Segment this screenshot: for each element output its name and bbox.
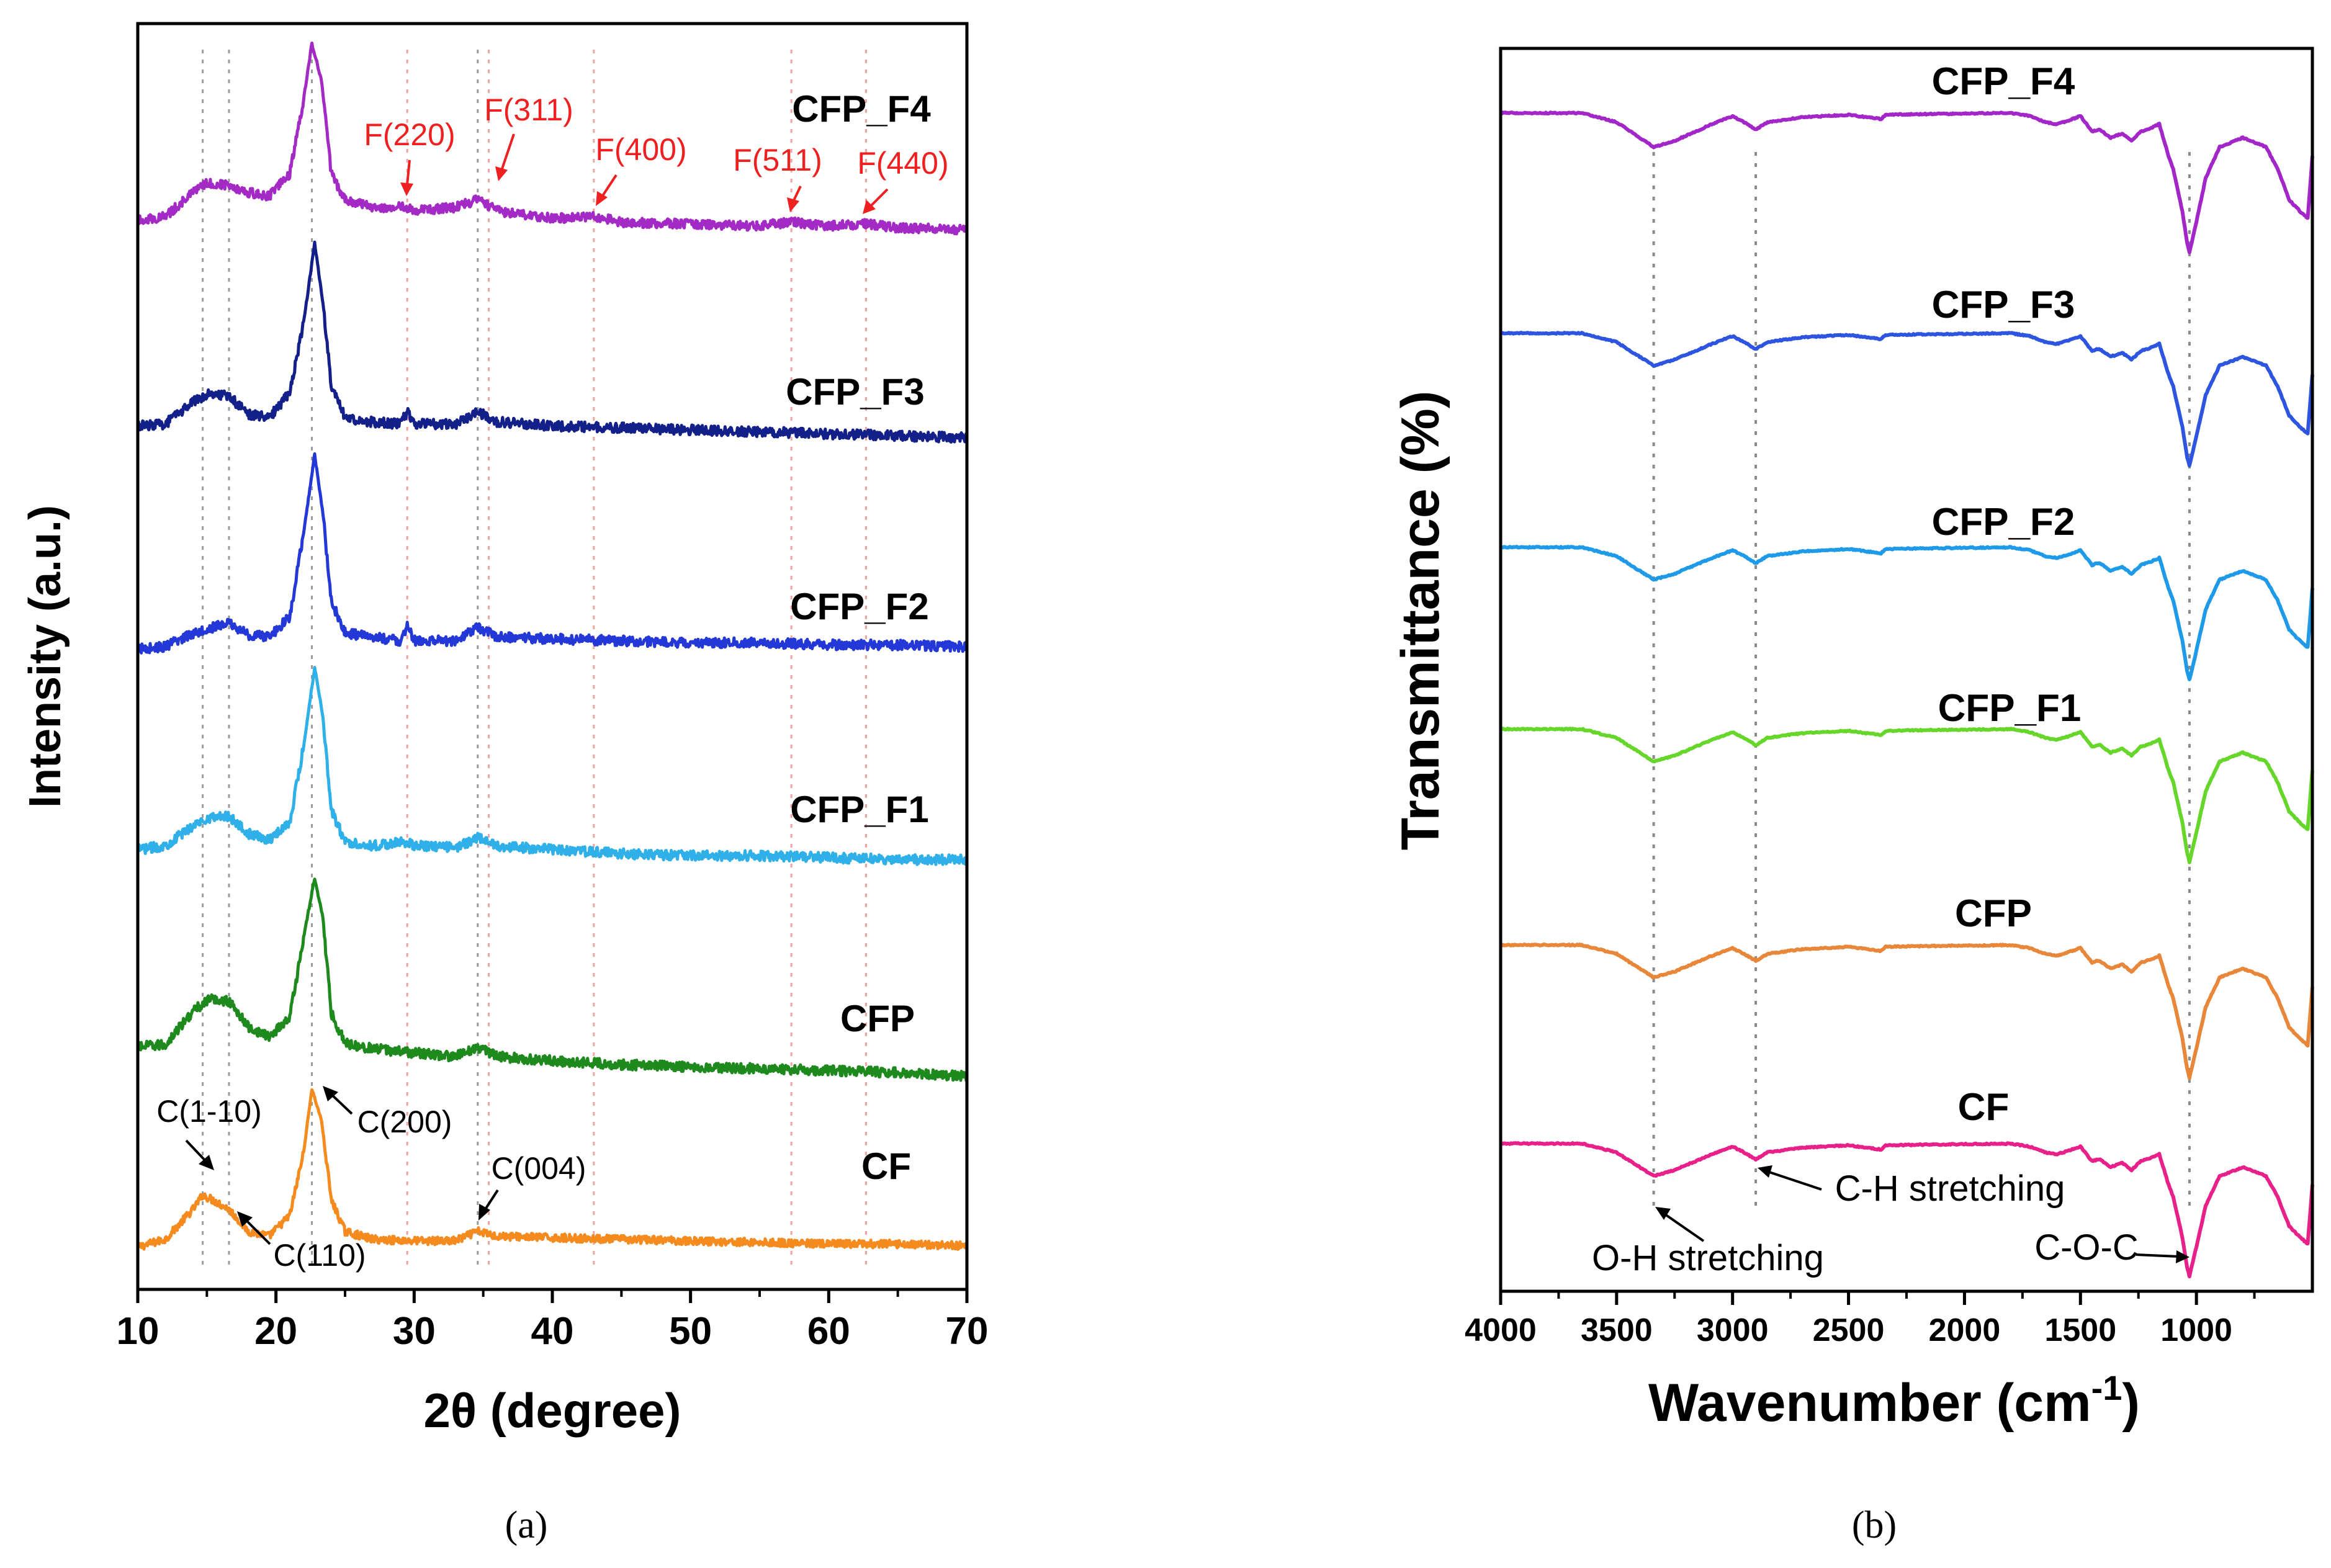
xrd-annotation-c1-10: C(1-10) [156,1094,261,1129]
xrd-x-tick-label: 40 [531,1310,574,1353]
xrd-x-axis-label: 2θ (degree) [424,1383,681,1438]
ftir-arrow-ch [1767,1170,1822,1191]
xrd-label-cfp-f3: CFP_F3 [786,371,924,413]
xrd-arrowhead-c200 [323,1086,338,1101]
ftir-x-axis-label-main: Wavenumber (cm [1648,1373,2091,1433]
xrd-arrow-f511 [792,186,802,202]
xrd-chart: 10 20 30 40 50 60 70 CF CFP CFP_F1 CFP_F2 CFP_… [20,22,989,1546]
xrd-series-cfp [136,877,969,1082]
xrd-arrowhead-c004 [478,1204,490,1221]
xrd-arrow-f220 [406,159,411,186]
xrd-label-cfp-f2: CFP_F2 [790,586,928,627]
xrd-y-axis-label: Intensity (a.u.) [20,505,70,808]
ftir-series-cfp-f1 [1499,727,2314,864]
xrd-x-tick-label: 20 [254,1310,297,1353]
ftir-annotation-ch: C-H stretching [1835,1168,2065,1209]
panel-a-caption: (a) [505,1504,548,1546]
xrd-annotation-c110: C(110) [273,1238,366,1273]
xrd-series-cfp-f1 [136,666,969,866]
panel-b-caption: (b) [1852,1504,1897,1546]
xrd-annotations: C(1-10) C(110) C(200) C(004) F(220) F(31… [156,92,948,1273]
ftir-x-tick-label: 1500 [2044,1312,2116,1348]
xrd-arrowhead-f400 [596,191,608,206]
ftir-x-tick-label: 3000 [1697,1312,1769,1348]
ftir-label-cf: CF [1958,1086,2010,1129]
xrd-x-tick-label: 70 [946,1310,989,1353]
ftir-series-cf [1499,1141,2314,1279]
xrd-series-cfp-f2 [136,452,969,655]
ftir-series-labels: CF CFP CFP_F1 CFP_F2 CFP_F3 CFP_F4 [1932,60,2082,1129]
xrd-annotation-c200: C(200) [357,1104,452,1139]
xrd-series-cf [136,1088,968,1251]
xrd-series-cfp-f4 [136,42,968,236]
xrd-label-cfp-f4: CFP_F4 [792,88,931,130]
ftir-label-cfp-f1: CFP_F1 [1938,687,2082,730]
xrd-arrow-f311 [500,133,515,171]
ftir-x-tick-label: 4000 [1465,1312,1537,1348]
ftir-series-lines [1499,110,2314,1279]
ftir-x-axis-label-superscript: -1 [2091,1368,2122,1407]
ftir-label-cfp: CFP [1955,892,2032,935]
ftir-arrowhead-ch [1758,1165,1772,1178]
xrd-label-cfp-f1: CFP_F1 [790,789,928,830]
xrd-arrow-c110 [242,1216,271,1245]
xrd-arrowhead-f440 [863,200,876,214]
xrd-annotation-c004: C(004) [492,1151,586,1186]
xrd-arrowhead-f511 [787,197,799,212]
ftir-y-axis-label: Transmittance (%) [1391,391,1450,851]
ftir-label-cfp-f2: CFP_F2 [1932,501,2075,544]
ftir-annotation-coc: C-O-C [2034,1227,2139,1268]
ftir-x-tick-label: 2500 [1813,1312,1885,1348]
xrd-annotation-f400: F(400) [595,132,686,167]
xrd-x-tick-label: 60 [807,1310,850,1353]
xrd-annotation-f511: F(511) [733,143,822,177]
ftir-series-cfp-f3 [1499,331,2314,468]
ftir-arrow-oh [1662,1212,1705,1242]
ftir-series-cfp [1499,943,2314,1080]
ftir-series-cfp-f4 [1499,110,2314,254]
xrd-arrowhead-c1-10 [199,1155,214,1170]
xrd-arrowhead-f311 [495,166,508,181]
ftir-x-axis-label: Wavenumber (cm-1) [1648,1368,2140,1433]
xrd-series-lines [136,42,969,1251]
ftir-chart: 4000 3500 3000 2500 2000 1500 1000 CF CFP CFP_… [1391,47,2314,1546]
xrd-label-cf: CF [861,1145,911,1187]
xrd-arrow-f440 [869,188,889,208]
xrd-x-tick-label: 10 [117,1310,159,1353]
xrd-arrow-f400 [601,174,618,198]
ftir-x-tick-label: 3500 [1581,1312,1653,1348]
ftir-x-tick-label: 1000 [2160,1312,2232,1348]
ftir-x-tick-label: 2000 [1929,1312,2001,1348]
xrd-annotation-f220: F(220) [364,117,455,152]
xrd-annotation-f311: F(311) [484,92,573,127]
ftir-arrowhead-coc [2176,1250,2190,1263]
xrd-arrowhead-c110 [237,1211,253,1227]
ftir-series-cfp-f2 [1499,545,2314,681]
ftir-annotation-oh: O-H stretching [1592,1238,1824,1278]
xrd-label-cfp: CFP [840,998,915,1039]
xrd-series-labels: CF CFP CFP_F1 CFP_F2 CFP_F3 CFP_F4 [786,88,931,1187]
xrd-x-tick-label: 50 [669,1310,712,1353]
xrd-x-ticks: 10 20 30 40 50 60 70 [117,1289,989,1353]
ftir-arrow-coc [2136,1253,2179,1258]
ftir-arrowhead-oh [1655,1207,1671,1220]
xrd-annotation-f440: F(440) [857,146,948,181]
ftir-x-ticks: 4000 3500 3000 2500 2000 1500 1000 [1465,1291,2256,1348]
xrd-x-tick-label: 30 [393,1310,436,1353]
ftir-annotations: O-H stretching C-H stretching C-O-C [1592,1165,2190,1278]
ftir-x-axis-label-suffix: ) [2122,1373,2140,1433]
xrd-arrowhead-f220 [400,182,413,196]
xrd-series-cfp-f3 [136,240,969,444]
ftir-label-cfp-f4: CFP_F4 [1932,60,2075,103]
ftir-label-cfp-f3: CFP_F3 [1932,284,2075,326]
